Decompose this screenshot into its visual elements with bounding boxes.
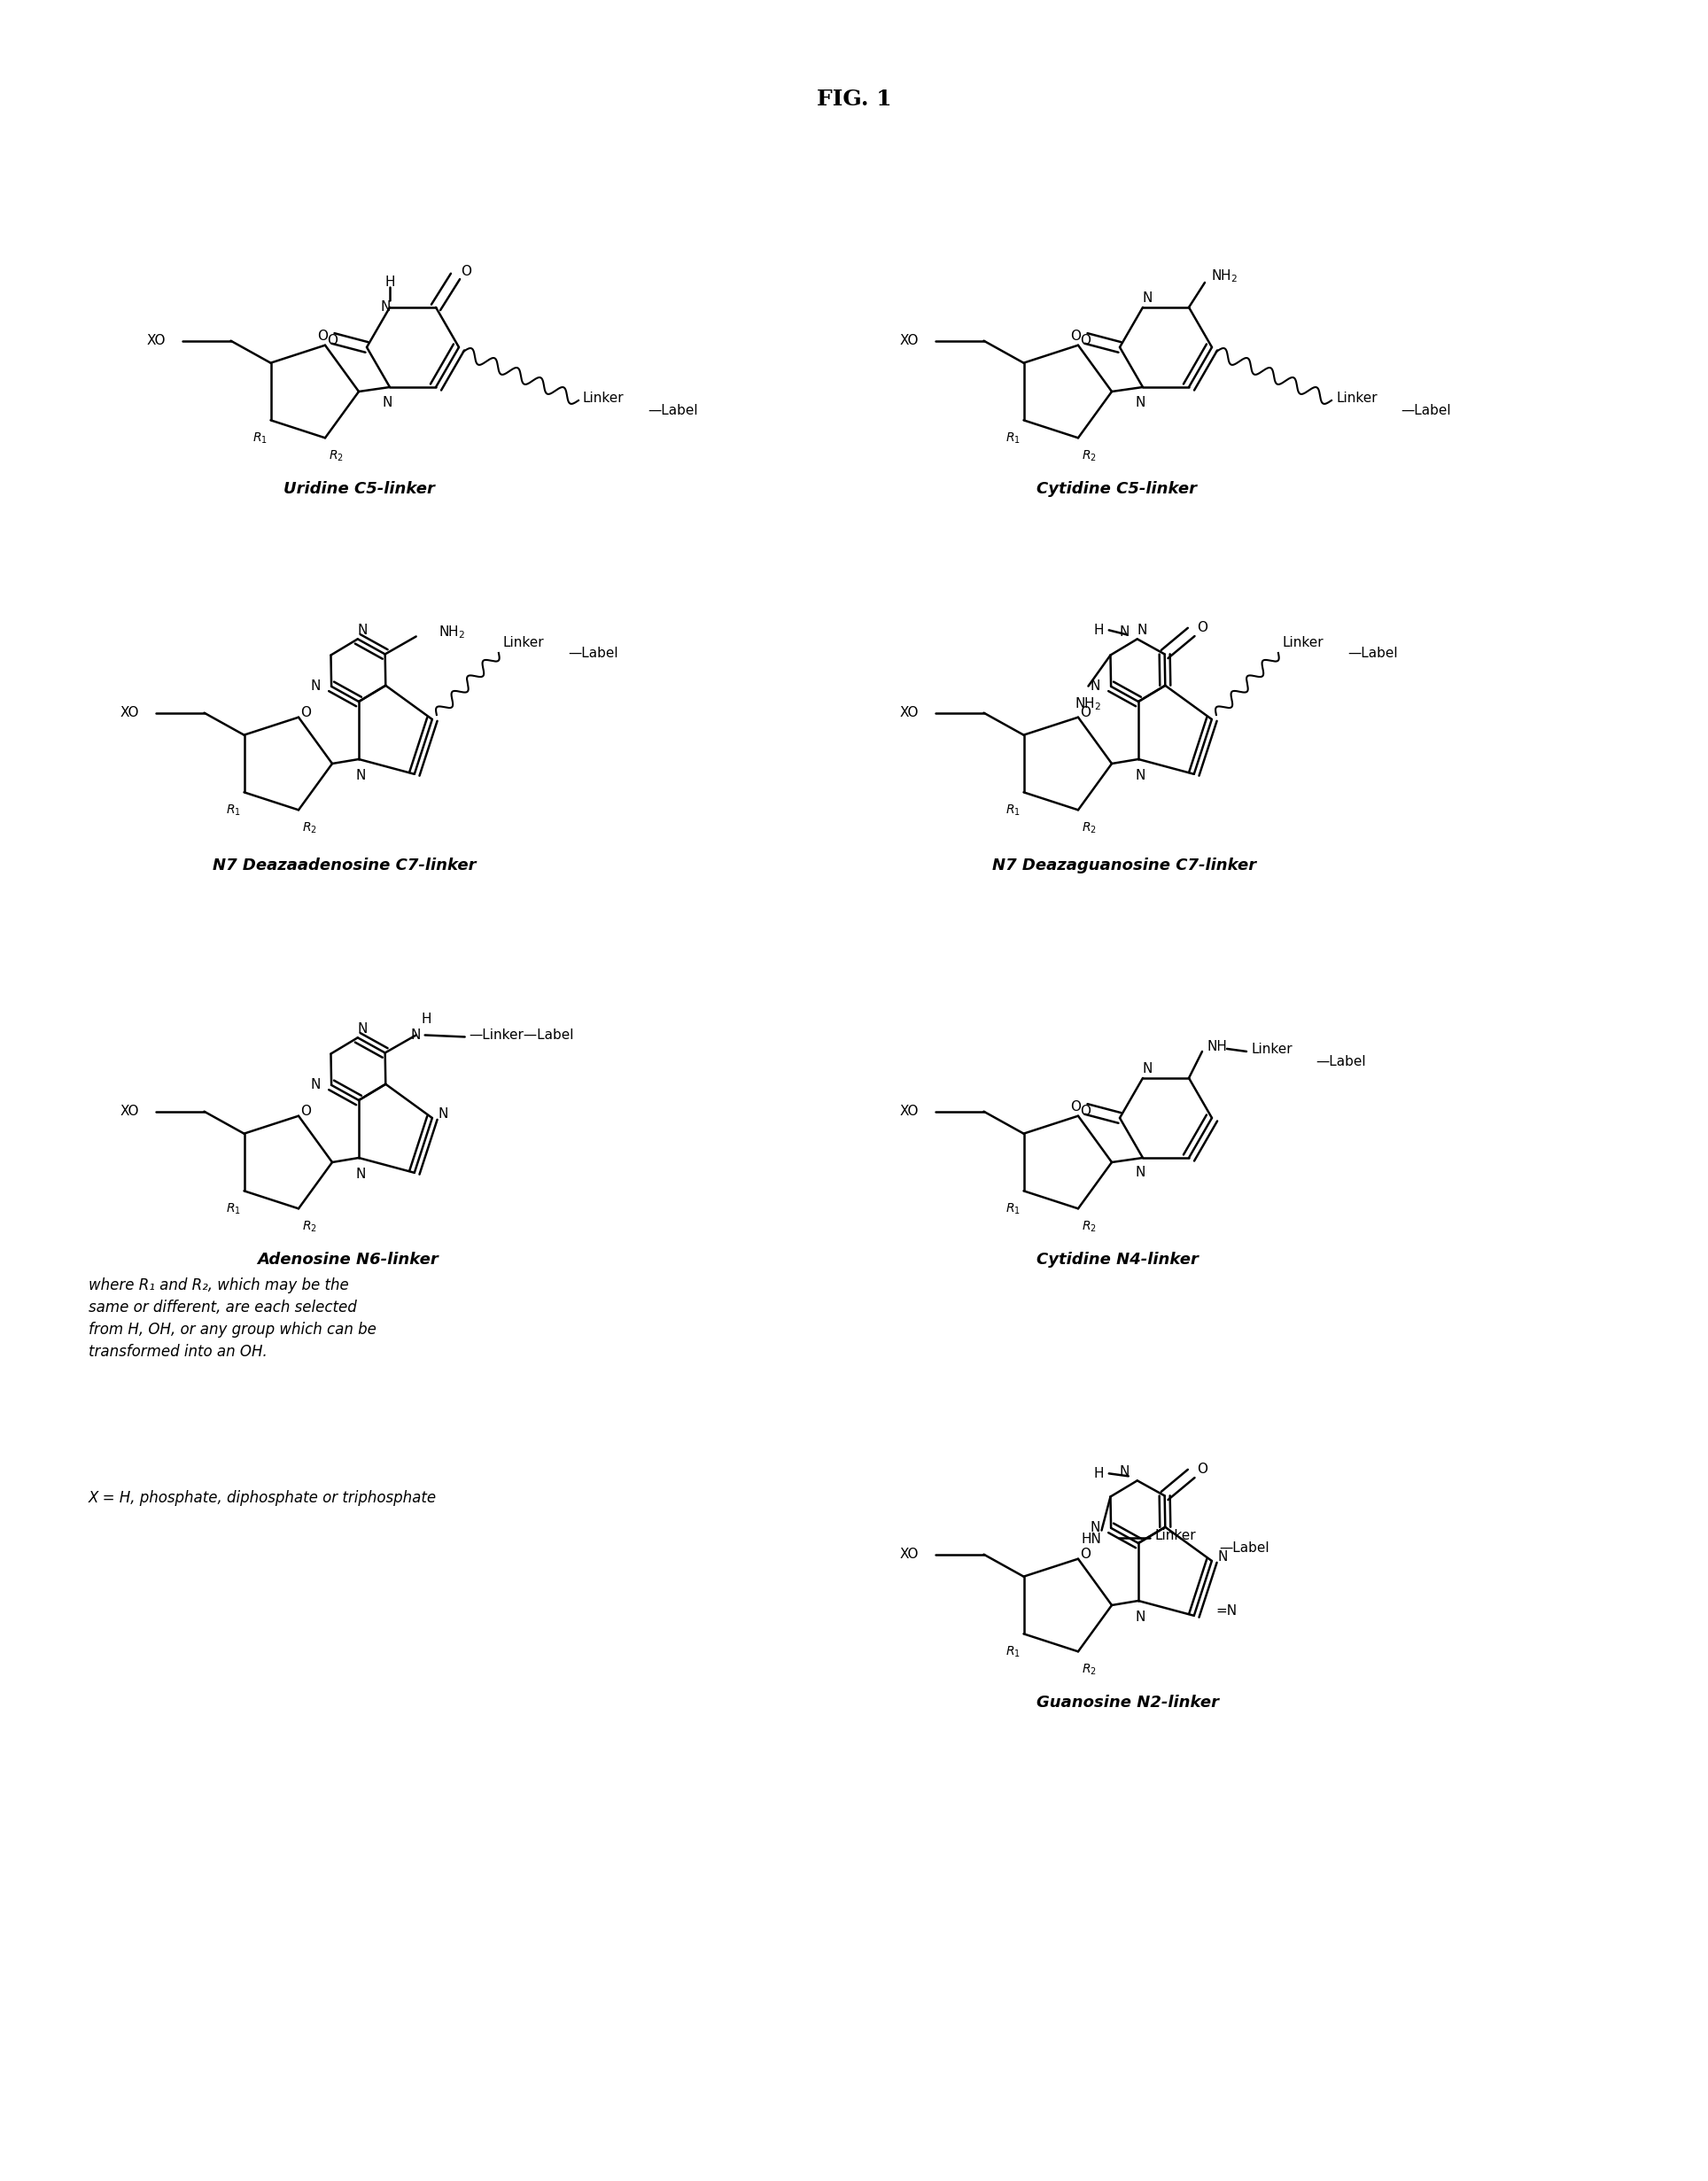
Text: O: O — [301, 1106, 311, 1119]
Text: $R_2$: $R_2$ — [328, 449, 343, 462]
Text: O: O — [461, 266, 471, 279]
Text: —Label: —Label — [1220, 1542, 1269, 1555]
Text: N: N — [1136, 624, 1146, 637]
Text: Uridine C5-linker: Uridine C5-linker — [284, 482, 436, 497]
Text: H: H — [1093, 1468, 1103, 1481]
Text: $R_2$: $R_2$ — [1081, 820, 1097, 835]
Text: N: N — [311, 1077, 321, 1093]
Text: O: O — [1071, 1101, 1081, 1114]
Text: N: N — [1136, 768, 1144, 781]
Text: $R_2$: $R_2$ — [1081, 1219, 1097, 1234]
Text: N: N — [1136, 395, 1144, 408]
Text: N: N — [1090, 680, 1100, 694]
Text: H: H — [384, 275, 395, 290]
Text: HN: HN — [1081, 1533, 1102, 1546]
Text: Adenosine N6-linker: Adenosine N6-linker — [256, 1252, 439, 1267]
Text: NH: NH — [1206, 1040, 1226, 1053]
Text: N: N — [381, 301, 391, 314]
Text: N: N — [383, 395, 393, 408]
Text: $R_1$: $R_1$ — [1006, 1644, 1020, 1660]
Text: O: O — [1197, 622, 1208, 635]
Text: Cytidine N4-linker: Cytidine N4-linker — [1037, 1252, 1199, 1267]
Text: N: N — [437, 1108, 447, 1121]
Text: O: O — [318, 329, 328, 342]
Text: Linker: Linker — [582, 393, 623, 406]
Text: H: H — [422, 1012, 432, 1025]
Text: O: O — [1079, 707, 1090, 720]
Text: $R_2$: $R_2$ — [1081, 1662, 1097, 1677]
Text: —Label: —Label — [567, 646, 618, 659]
Text: N: N — [1218, 1551, 1228, 1564]
Text: XO: XO — [147, 334, 166, 347]
Text: XO: XO — [900, 1549, 919, 1562]
Text: O: O — [301, 707, 311, 720]
Text: XO: XO — [900, 1106, 919, 1119]
Text: N: N — [1143, 1062, 1153, 1075]
Text: —Label: —Label — [1401, 403, 1450, 417]
Text: NH$_2$: NH$_2$ — [439, 624, 465, 641]
Text: $R_2$: $R_2$ — [302, 1219, 316, 1234]
Text: O: O — [1071, 329, 1081, 342]
Text: O: O — [326, 334, 338, 347]
Text: N: N — [1136, 1610, 1144, 1623]
Text: N: N — [1119, 1466, 1129, 1479]
Text: N: N — [357, 1023, 367, 1036]
Text: NH$_2$: NH$_2$ — [1074, 696, 1102, 713]
Text: Linker: Linker — [1336, 393, 1377, 406]
Text: O: O — [1079, 334, 1090, 347]
Text: N: N — [355, 768, 366, 781]
Text: O: O — [1079, 1106, 1090, 1119]
Text: X = H, phosphate, diphosphate or triphosphate: X = H, phosphate, diphosphate or triphos… — [89, 1490, 437, 1505]
Text: XO: XO — [121, 707, 140, 720]
Text: XO: XO — [900, 707, 919, 720]
Text: $R_2$: $R_2$ — [1081, 449, 1097, 462]
Text: Guanosine N2-linker: Guanosine N2-linker — [1037, 1695, 1220, 1710]
Text: =N: =N — [1216, 1605, 1238, 1618]
Text: N: N — [1136, 1167, 1144, 1180]
Text: Cytidine C5-linker: Cytidine C5-linker — [1037, 482, 1197, 497]
Text: Linker: Linker — [1283, 635, 1324, 650]
Text: Linker: Linker — [1250, 1043, 1293, 1056]
Text: FIG. 1: FIG. 1 — [816, 89, 892, 109]
Text: where R₁ and R₂, which may be the
same or different, are each selected
from H, O: where R₁ and R₂, which may be the same o… — [89, 1278, 376, 1359]
Text: Linker: Linker — [504, 635, 545, 650]
Text: —Label: —Label — [647, 403, 699, 417]
Text: $R_1$: $R_1$ — [225, 803, 241, 818]
Text: XO: XO — [900, 334, 919, 347]
Text: N7 Deazaguanosine C7-linker: N7 Deazaguanosine C7-linker — [992, 857, 1257, 872]
Text: N: N — [412, 1029, 422, 1043]
Text: N: N — [1090, 1522, 1100, 1535]
Text: N: N — [355, 1167, 366, 1180]
Text: H: H — [1093, 624, 1103, 637]
Text: N: N — [357, 624, 367, 637]
Text: —Label: —Label — [1315, 1056, 1366, 1069]
Text: N: N — [1119, 626, 1129, 639]
Text: $R_1$: $R_1$ — [1006, 430, 1020, 445]
Text: Linker: Linker — [1155, 1529, 1196, 1542]
Text: N: N — [311, 680, 321, 694]
Text: —Linker—Label: —Linker—Label — [470, 1029, 574, 1043]
Text: N7 Deazaadenosine C7-linker: N7 Deazaadenosine C7-linker — [212, 857, 477, 872]
Text: $R_2$: $R_2$ — [302, 820, 316, 835]
Text: $R_1$: $R_1$ — [225, 1202, 241, 1215]
Text: $R_1$: $R_1$ — [1006, 1202, 1020, 1215]
Text: $R_1$: $R_1$ — [1006, 803, 1020, 818]
Text: XO: XO — [121, 1106, 140, 1119]
Text: O: O — [1197, 1463, 1208, 1477]
Text: N: N — [1143, 292, 1153, 305]
Text: O: O — [1079, 1549, 1090, 1562]
Text: —Label: —Label — [1348, 646, 1397, 659]
Text: $R_1$: $R_1$ — [253, 430, 268, 445]
Text: NH$_2$: NH$_2$ — [1211, 268, 1238, 284]
